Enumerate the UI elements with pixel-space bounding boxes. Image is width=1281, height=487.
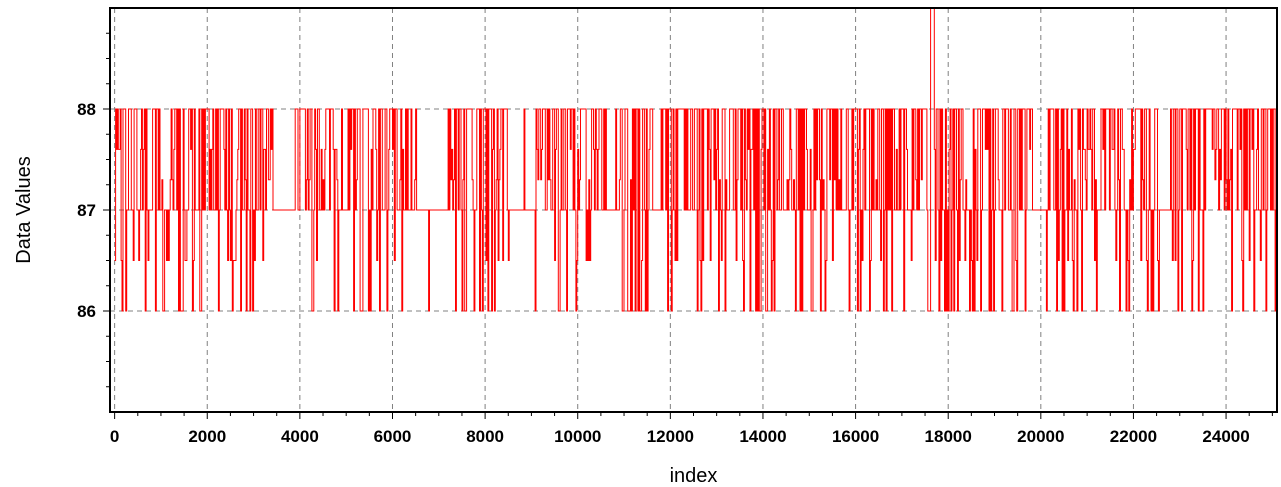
x-tick-label: 4000 <box>281 427 319 446</box>
x-tick-label: 0 <box>110 427 119 446</box>
series-line <box>114 8 1277 312</box>
axis-ticks <box>103 32 1273 419</box>
x-tick-label: 2000 <box>188 427 226 446</box>
y-tick-label: 87 <box>77 201 96 220</box>
y-tick-label: 88 <box>77 100 96 119</box>
y-tick-label: 86 <box>77 302 96 321</box>
x-tick-label: 10000 <box>554 427 601 446</box>
x-tick-label: 22000 <box>1110 427 1157 446</box>
x-axis-title: index <box>670 465 718 487</box>
x-tick-label: 24000 <box>1202 427 1249 446</box>
x-tick-label: 6000 <box>374 427 412 446</box>
x-tick-label: 12000 <box>647 427 694 446</box>
x-tick-label: 20000 <box>1017 427 1064 446</box>
x-tick-label: 18000 <box>925 427 972 446</box>
y-axis-title: Data Values <box>13 156 35 263</box>
tick-labels: 0 2000 4000 6000 8000 10000 12000 14000 16000 180… <box>77 100 1250 446</box>
x-tick-label: 14000 <box>739 427 786 446</box>
x-tick-label: 16000 <box>832 427 879 446</box>
x-tick-label: 8000 <box>466 427 504 446</box>
